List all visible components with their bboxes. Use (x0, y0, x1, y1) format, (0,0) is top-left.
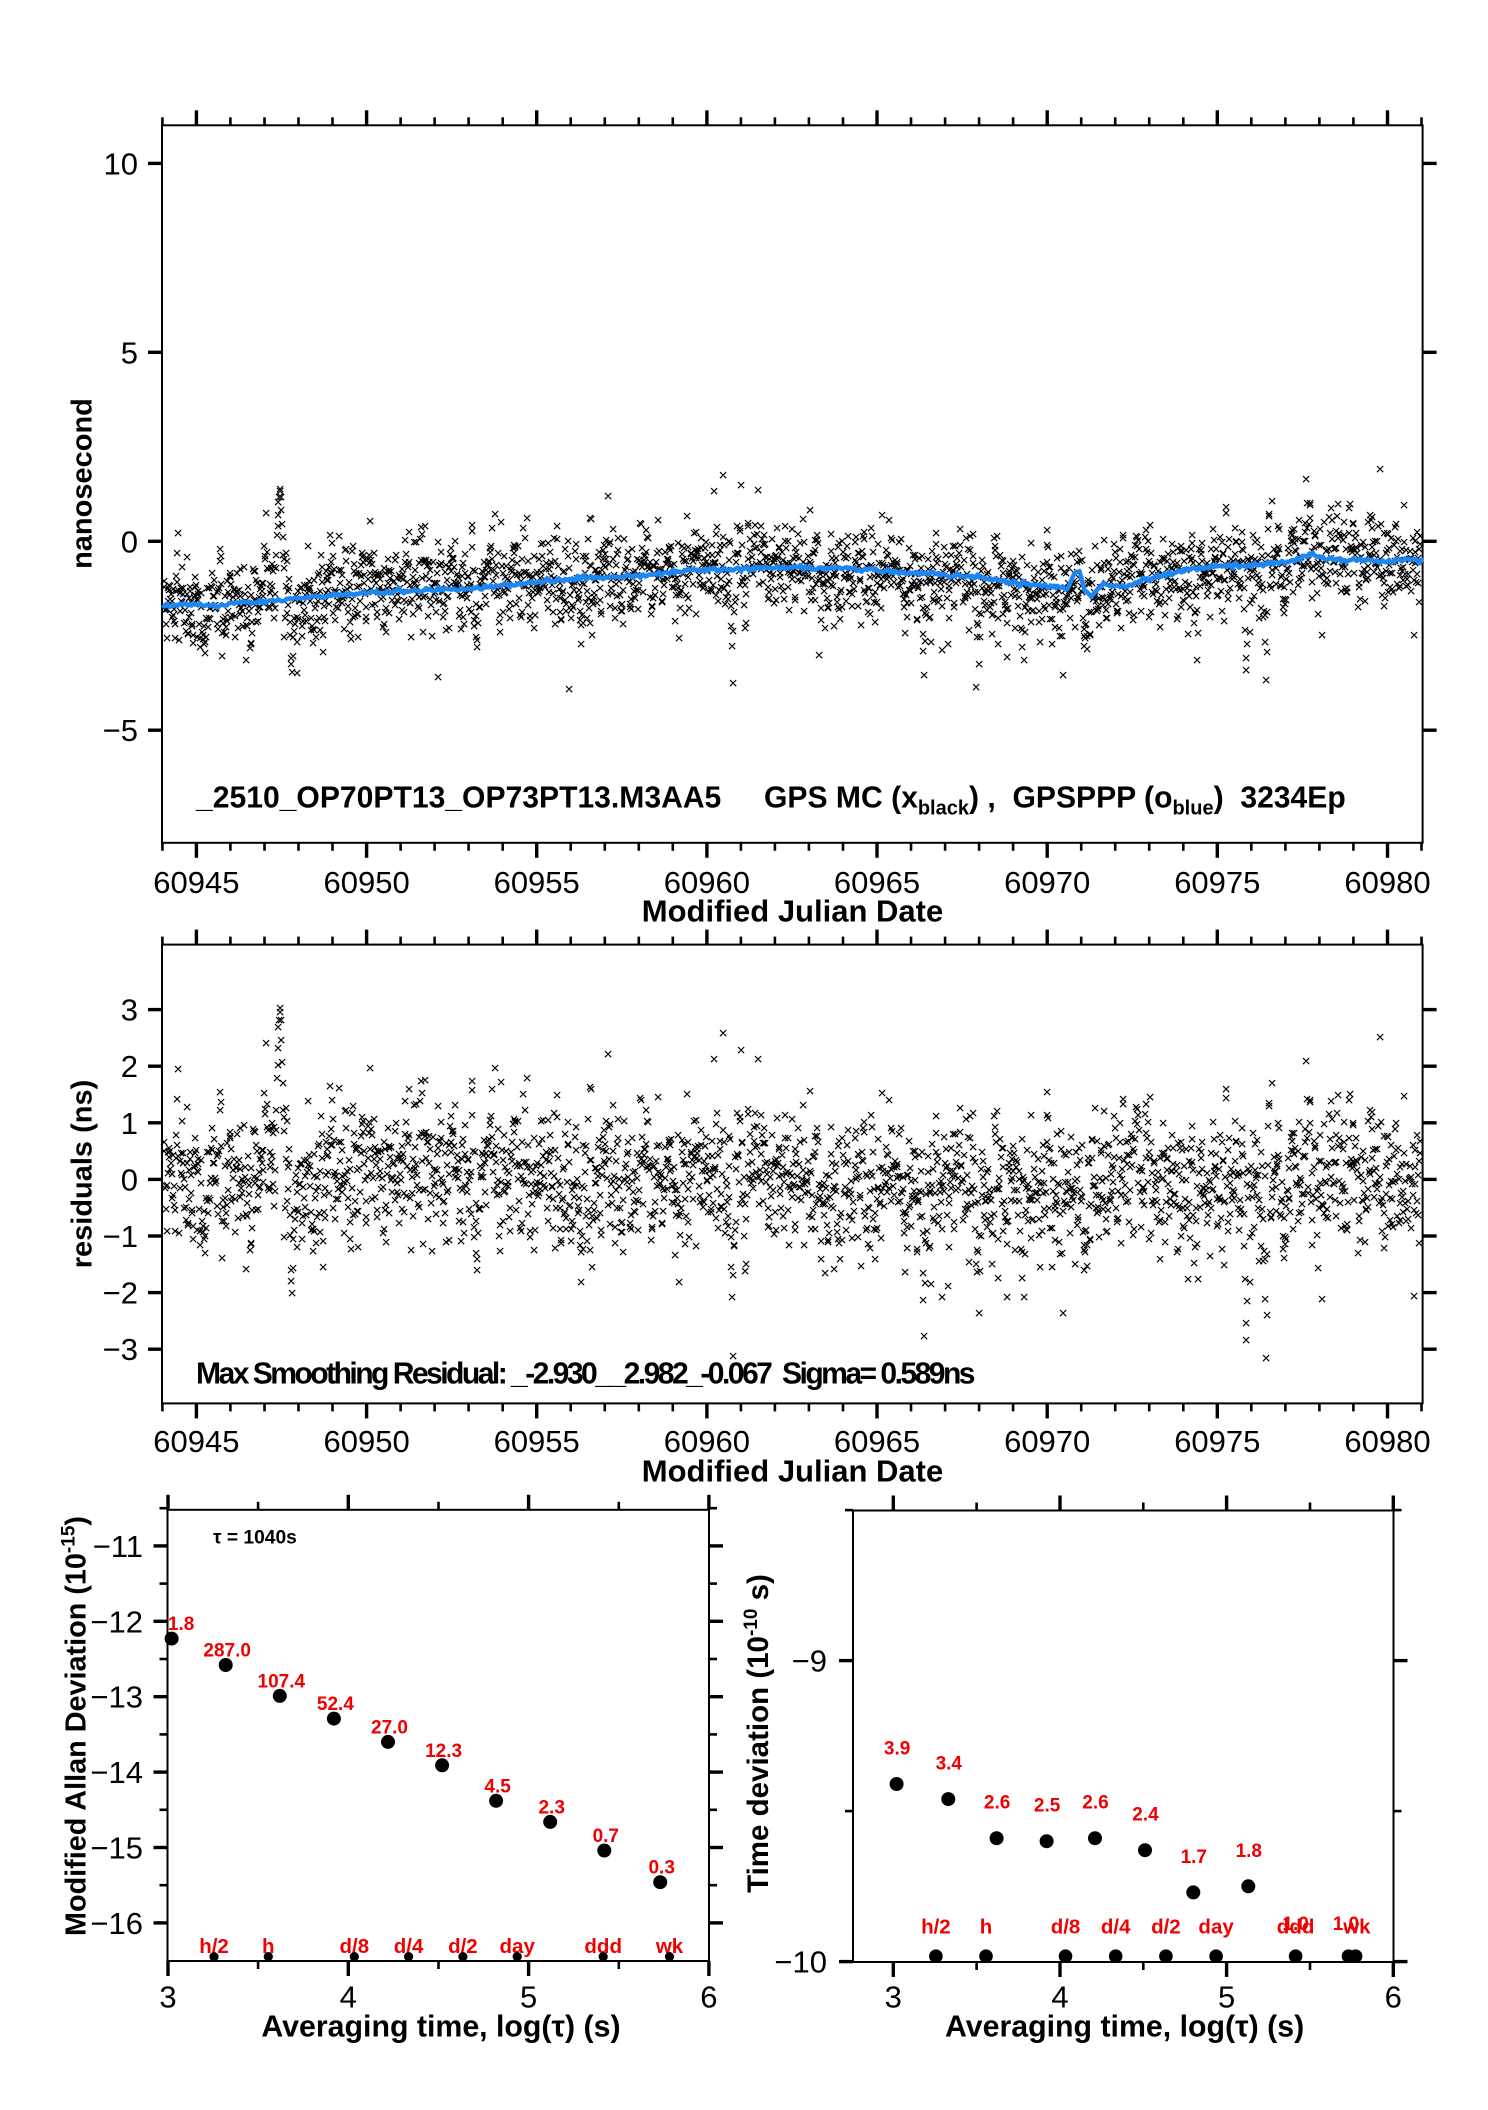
svg-text:d/8: d/8 (339, 1935, 369, 1958)
svg-text:d/2: d/2 (448, 1935, 478, 1958)
svg-text:0: 0 (121, 1162, 138, 1197)
svg-text:0.7: 0.7 (593, 1826, 619, 1847)
svg-text:d/4: d/4 (394, 1935, 424, 1958)
svg-text:60955: 60955 (494, 865, 580, 900)
svg-text:−11: −11 (93, 1529, 143, 1564)
svg-text:ddd: ddd (584, 1935, 622, 1958)
svg-text:3.9: 3.9 (884, 1739, 910, 1760)
svg-text:−16: −16 (90, 1906, 143, 1941)
svg-text:2.6: 2.6 (1082, 1793, 1108, 1814)
svg-text:d/2: d/2 (1151, 1916, 1181, 1939)
svg-text:60950: 60950 (323, 1424, 409, 1459)
svg-text:−2: −2 (103, 1276, 138, 1311)
svg-text:6: 6 (1385, 1980, 1402, 2015)
svg-text:4: 4 (1051, 1980, 1068, 2015)
svg-text:−9: −9 (792, 1644, 827, 1679)
svg-text:1.0: 1.0 (1333, 1914, 1359, 1935)
svg-text:60970: 60970 (1004, 1424, 1090, 1459)
svg-text:−15: −15 (90, 1831, 143, 1866)
svg-text:2.4: 2.4 (1132, 1805, 1159, 1826)
svg-text:2: 2 (121, 1049, 138, 1084)
svg-text:1.8: 1.8 (168, 1614, 194, 1635)
svg-text:60960: 60960 (664, 865, 750, 900)
svg-text:d/8: d/8 (1051, 1916, 1081, 1939)
svg-text:287.0: 287.0 (203, 1641, 251, 1662)
svg-text:τ = 1040s: τ = 1040s (213, 1528, 297, 1549)
svg-text:5: 5 (121, 335, 138, 370)
svg-text:60945: 60945 (153, 1424, 239, 1459)
svg-text:60950: 60950 (323, 865, 409, 900)
svg-text:day: day (500, 1935, 536, 1958)
svg-text:Modified Julian Date: Modified Julian Date (642, 894, 943, 929)
svg-text:GPS MC (xblack) , GPSPPP (obl: GPS MC (xblack) , GPSPPP (oblue) 3234Ep (764, 782, 1346, 820)
svg-text:2.3: 2.3 (538, 1797, 564, 1818)
svg-text:−3: −3 (103, 1332, 138, 1367)
svg-text:Modified Julian Date: Modified Julian Date (642, 1454, 943, 1489)
svg-text:60965: 60965 (834, 1424, 920, 1459)
svg-text:−13: −13 (90, 1680, 143, 1715)
svg-text:_2510_OP70PT13_OP73PT13.M3AA5: _2510_OP70PT13_OP73PT13.M3AA5 (195, 782, 721, 815)
svg-text:h/2: h/2 (921, 1916, 951, 1939)
svg-text:5: 5 (520, 1980, 537, 2015)
svg-text:day: day (1198, 1916, 1234, 1939)
svg-text:5: 5 (1218, 1980, 1235, 2015)
svg-text:3.4: 3.4 (936, 1754, 963, 1775)
svg-text:−10: −10 (774, 1945, 827, 1980)
svg-text:2.5: 2.5 (1034, 1796, 1061, 1817)
svg-text:Modified Allan Deviation (10-1: Modified Allan Deviation (10-15) (59, 1516, 93, 1936)
svg-text:60975: 60975 (1174, 865, 1260, 900)
svg-text:Averaging time, log(τ) (s): Averaging time, log(τ) (s) (261, 2011, 620, 2044)
svg-text:wk: wk (1342, 1916, 1371, 1939)
svg-text:0: 0 (121, 524, 138, 559)
svg-text:−1: −1 (103, 1219, 138, 1254)
svg-text:1: 1 (121, 1106, 138, 1141)
svg-text:h/2: h/2 (199, 1935, 229, 1958)
svg-text:h: h (262, 1935, 275, 1958)
svg-text:12.3: 12.3 (425, 1741, 462, 1762)
svg-text:d/4: d/4 (1101, 1916, 1131, 1939)
svg-text:2.6: 2.6 (984, 1793, 1010, 1814)
svg-text:ddd: ddd (1277, 1916, 1315, 1939)
svg-text:wk: wk (655, 1935, 684, 1958)
svg-text:Averaging time, log(τ) (s): Averaging time, log(τ) (s) (945, 2011, 1304, 2044)
svg-text:−12: −12 (90, 1604, 143, 1639)
svg-text:3: 3 (159, 1980, 176, 2015)
svg-text:6: 6 (700, 1980, 717, 2015)
svg-text:27.0: 27.0 (371, 1717, 408, 1738)
svg-text:nanosecond: nanosecond (67, 398, 99, 569)
svg-text:60980: 60980 (1344, 865, 1430, 900)
svg-text:60960: 60960 (664, 1424, 750, 1459)
svg-text:60965: 60965 (834, 865, 920, 900)
svg-text:0.3: 0.3 (648, 1858, 674, 1879)
svg-text:1.8: 1.8 (1236, 1841, 1262, 1862)
svg-text:3: 3 (885, 1980, 902, 2015)
svg-text:60975: 60975 (1174, 1424, 1260, 1459)
svg-text:60955: 60955 (494, 1424, 580, 1459)
svg-text:h: h (980, 1916, 993, 1939)
svg-text:60980: 60980 (1344, 1424, 1430, 1459)
svg-text:4.5: 4.5 (484, 1776, 511, 1797)
svg-text:4: 4 (340, 1980, 357, 2015)
svg-text:1.0: 1.0 (1282, 1914, 1308, 1935)
svg-text:−5: −5 (103, 713, 138, 748)
svg-text:3: 3 (121, 993, 138, 1028)
svg-text:10: 10 (104, 146, 138, 181)
svg-text:−14: −14 (90, 1755, 143, 1790)
svg-text:60945: 60945 (153, 865, 239, 900)
svg-text:residuals (ns): residuals (ns) (67, 1080, 99, 1269)
svg-text:1.7: 1.7 (1181, 1847, 1207, 1868)
svg-text:107.4: 107.4 (258, 1671, 306, 1692)
svg-text:52.4: 52.4 (317, 1694, 354, 1715)
svg-text:60970: 60970 (1004, 865, 1090, 900)
svg-text:Max Smoothing Residual: _-2.93: Max Smoothing Residual: _-2.930__2.982_-… (196, 1358, 975, 1391)
